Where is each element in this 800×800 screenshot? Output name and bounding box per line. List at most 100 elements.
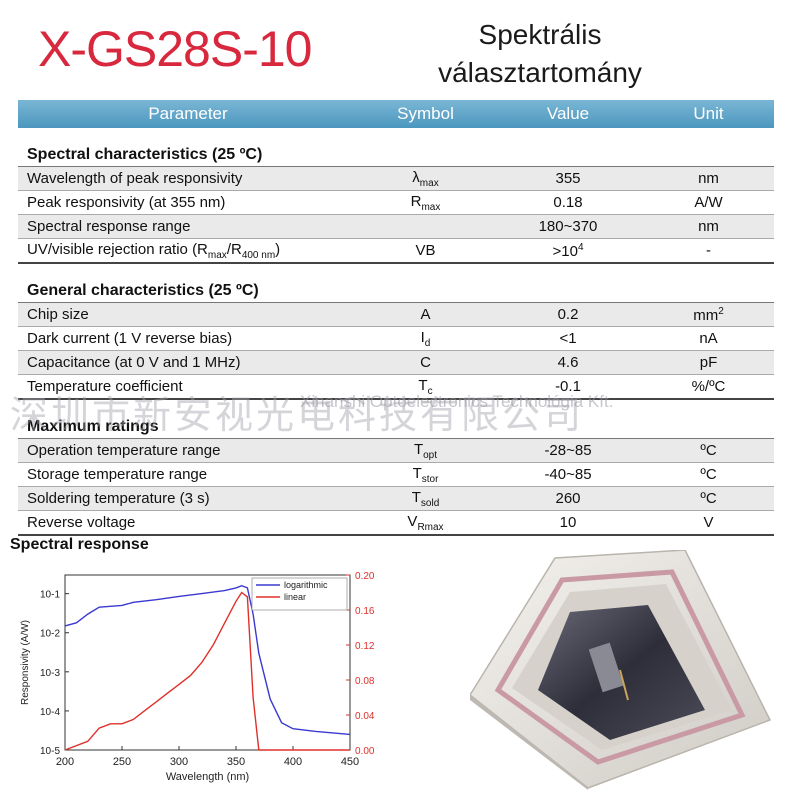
unit-cell: -: [643, 239, 774, 262]
product-title: X-GS28S-10: [38, 21, 312, 77]
series-line-linear: [64, 591, 350, 751]
unit-cell: A/W: [643, 191, 774, 214]
y-right-tick-label: 0.16: [355, 606, 375, 617]
unit-cell-unit: ºC: [700, 466, 717, 483]
symbol-cell-symbol: T: [411, 488, 421, 506]
unit-cell-unit: V: [703, 514, 714, 531]
y-right-tick-label: 0.08: [355, 676, 375, 687]
unit-cell-unit: nA: [699, 330, 718, 347]
unit-cell-unit: pF: [699, 354, 718, 371]
symbol-cell-symbol-sub: max: [419, 177, 439, 189]
y-right-tick-label: 0.20: [355, 571, 375, 582]
table-row: Chip size A 0.2 mm2: [18, 303, 774, 327]
symbol-cell-symbol-sub: stor: [421, 473, 439, 485]
x-tick-label: 250: [113, 756, 131, 768]
parameter-cell: Storage temperature range: [18, 463, 358, 486]
parameter-cell: Wavelength of peak responsivity: [18, 167, 358, 190]
unit-cell-unit: ºC: [700, 442, 717, 459]
symbol-cell-symbol: T: [418, 376, 428, 394]
symbol-cell-symbol: A: [420, 306, 431, 323]
y-left-tick-label: 10-3: [40, 668, 60, 679]
column-header-unit: Unit: [693, 104, 724, 123]
value-cell-value: -40~85: [544, 466, 592, 483]
value-cell-value: 0.18: [553, 194, 583, 211]
table-row: UV/visible rejection ratio (Rmax/R400 nm…: [18, 239, 774, 264]
parameter-cell-parameter: Chip size: [27, 306, 89, 323]
parameter-cell-parameter: Temperature coefficient: [27, 378, 183, 395]
table-row: Dark current (1 V reverse bias) Id <1 nA: [18, 327, 774, 351]
table-row: Wavelength of peak responsivity λmax 355 nm: [18, 167, 774, 191]
unit-cell-unit: -: [706, 242, 711, 259]
parameter-cell-parameter: Reverse voltage: [27, 514, 136, 531]
symbol-cell-symbol: VB: [415, 242, 436, 259]
table-row: Reverse voltage VRmax 10 V: [18, 511, 774, 536]
symbol-cell: A: [358, 303, 493, 326]
y-right-tick-label: 0.12: [355, 641, 375, 652]
subtitle-line-1: Spektrális: [478, 19, 602, 50]
symbol-cell: VRmax: [358, 511, 493, 534]
symbol-cell-symbol-sub: opt: [423, 449, 438, 461]
unit-cell-unit: mm: [693, 306, 719, 324]
x-tick-label: 350: [227, 756, 245, 768]
symbol-cell: Tstor: [358, 463, 493, 486]
value-cell: -40~85: [493, 463, 643, 486]
table-row: Soldering temperature (3 s) Tsold 260 ºC: [18, 487, 774, 511]
symbol-cell-symbol: T: [412, 464, 422, 482]
symbol-cell-symbol-sub: max: [421, 201, 441, 213]
value-cell-value: 260: [555, 490, 581, 507]
value-cell: 355: [493, 167, 643, 190]
chart-title: Spectral response: [10, 536, 149, 553]
section-heading: Spectral characteristics (25 ºC): [18, 144, 774, 167]
unit-cell-unit-sup: 2: [718, 305, 724, 317]
unit-cell: nm: [643, 215, 774, 238]
parameter-cell: Peak responsivity (at 355 nm): [18, 191, 358, 214]
legend-box: [251, 577, 348, 611]
series-line-logarithmic: [64, 584, 351, 736]
value-cell: 0.2: [493, 303, 643, 326]
column-header-parameter: Parameter: [148, 104, 228, 123]
value-cell: 260: [493, 487, 643, 510]
parameter-cell-parameter: Soldering temperature (3 s): [27, 490, 210, 507]
parameter-cell-parameter: Wavelength of peak responsivity: [27, 170, 243, 187]
parameter-cell: Capacitance (at 0 V and 1 MHz): [18, 351, 358, 374]
symbol-cell: [358, 215, 493, 238]
table-row: Operation temperature range Topt -28~85 ºC: [18, 439, 774, 463]
value-cell-value: 4.6: [557, 354, 579, 371]
y-right-tick-label: 0.00: [355, 746, 375, 757]
table-row: Spectral response range 180~370 nm: [18, 215, 774, 239]
parameter-cell-param-sub1: max: [207, 249, 227, 261]
parameter-cell: Chip size: [18, 303, 358, 326]
parameter-cell-parameter: Peak responsivity (at 355 nm): [27, 194, 226, 211]
plot-frame: [64, 574, 351, 751]
parameter-cell: Reverse voltage: [18, 511, 358, 534]
value-cell: 4.6: [493, 351, 643, 374]
table-row: Capacitance (at 0 V and 1 MHz) C 4.6 pF: [18, 351, 774, 375]
subtitle-line-2: választartomány: [438, 57, 642, 88]
symbol-cell-symbol-sub: d: [424, 337, 431, 349]
table-row: Peak responsivity (at 355 nm) Rmax 0.18 A/W: [18, 191, 774, 215]
symbol-cell-symbol-sub: sold: [420, 497, 440, 509]
parameter-cell: Dark current (1 V reverse bias): [18, 327, 358, 350]
table-row: Temperature coefficient Tc -0.1 %/ºC: [18, 375, 774, 400]
value-cell-value: >10: [552, 242, 578, 260]
x-tick-label: 400: [284, 756, 302, 768]
unit-cell-unit: ºC: [700, 490, 717, 507]
unit-cell: %/ºC: [643, 375, 774, 398]
x-tick-label: 200: [56, 756, 74, 768]
value-cell-value: 180~370: [538, 218, 598, 235]
parameter-cell-param-sub2: 400 nm: [241, 249, 276, 261]
symbol-cell-symbol: I: [420, 328, 425, 346]
symbol-cell-symbol: R: [410, 192, 422, 210]
symbol-cell: Tc: [358, 375, 493, 398]
unit-cell: ºC: [643, 439, 774, 462]
table-row: Storage temperature range Tstor -40~85 ºC: [18, 463, 774, 487]
symbol-cell: C: [358, 351, 493, 374]
x-axis-label: Wavelength (nm): [166, 771, 249, 783]
section-heading: General characteristics (25 ºC): [18, 280, 774, 303]
symbol-cell: Id: [358, 327, 493, 350]
unit-cell: pF: [643, 351, 774, 374]
symbol-cell-symbol: T: [413, 440, 424, 458]
unit-cell: nA: [643, 327, 774, 350]
symbol-cell-symbol-sub: Rmax: [417, 521, 444, 533]
unit-cell: ºC: [643, 463, 774, 486]
